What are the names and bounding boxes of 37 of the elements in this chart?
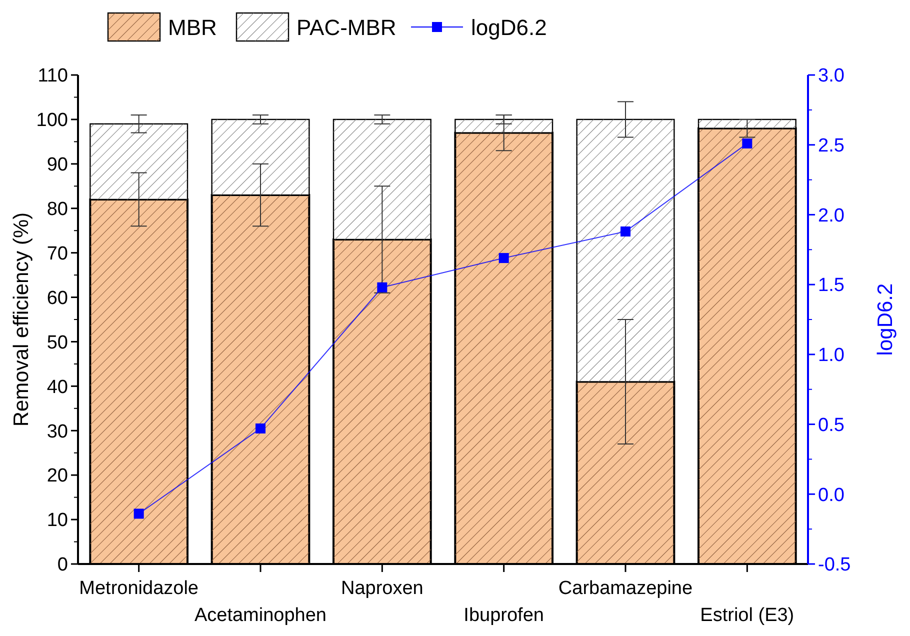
x-tick-label: Carbamazepine xyxy=(558,578,693,599)
x-tick-label: Metronidazole xyxy=(79,578,199,599)
point xyxy=(742,138,752,148)
x-tick-label: Ibuprofen xyxy=(464,605,544,626)
y2-tick-label: 2.5 xyxy=(818,136,844,157)
point xyxy=(498,253,509,264)
y-tick-label: 40 xyxy=(46,376,68,398)
point xyxy=(256,423,266,434)
x-tick-label: Estriol (E3) xyxy=(700,605,794,626)
point xyxy=(134,508,144,519)
y2-tick-label: 2.0 xyxy=(818,205,844,226)
legend-label: MBR xyxy=(168,15,217,40)
x-tick-label: Acetaminophen xyxy=(194,605,327,626)
y-tick-label: 60 xyxy=(46,288,68,309)
y2-axis-title: logD6.2 xyxy=(874,283,897,356)
y-tick-label: 90 xyxy=(46,154,68,176)
legend-label: PAC-MBR xyxy=(296,15,396,40)
y-tick-label: 110 xyxy=(38,66,68,87)
y2-tick-label: 0.0 xyxy=(818,484,844,506)
y-tick-label: 20 xyxy=(46,466,68,487)
y-tick-label: 0 xyxy=(57,554,68,576)
y-tick-label: 50 xyxy=(46,332,68,354)
y-tick-label: 30 xyxy=(46,421,68,442)
y2-tick-label: 0.5 xyxy=(818,414,844,436)
x-tick-label: Naproxen xyxy=(340,578,424,599)
y-tick-label: 80 xyxy=(46,199,68,220)
y-tick-label: 100 xyxy=(36,110,68,132)
y-tick-label: 70 xyxy=(46,243,68,264)
point xyxy=(620,226,630,236)
y2-tick-label: 1.0 xyxy=(818,345,844,366)
point xyxy=(377,282,388,292)
legend-label: logD6.2 xyxy=(471,15,547,40)
y-tick-label: 10 xyxy=(46,510,68,532)
y-axis-title: Removal efficiency (%) xyxy=(10,212,33,427)
y2-tick-label: 3.0 xyxy=(818,66,844,87)
y2-tick-label: -0.5 xyxy=(818,554,851,576)
y2-tick-label: 1.5 xyxy=(818,275,844,296)
